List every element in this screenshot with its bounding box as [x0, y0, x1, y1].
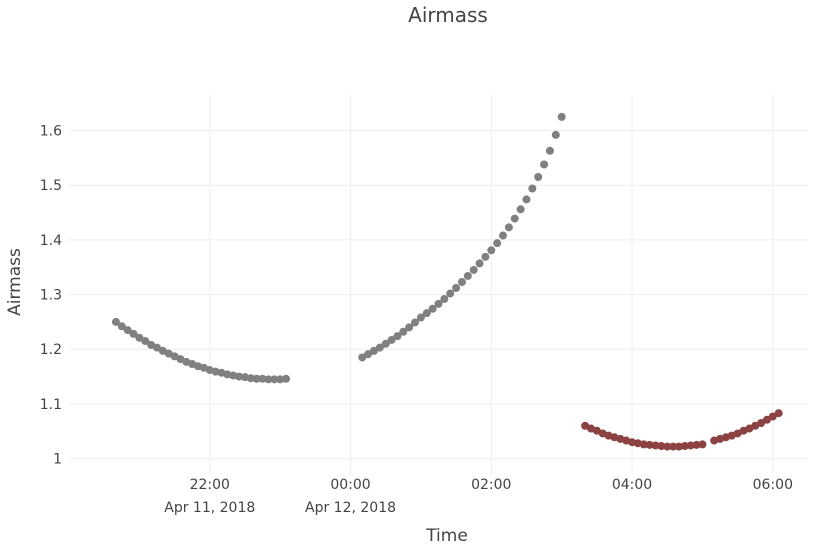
- point: [487, 246, 496, 255]
- point: [452, 284, 461, 293]
- y-tick-label: 1.1: [40, 397, 62, 413]
- x-tick-label: 06:00: [753, 477, 793, 493]
- point: [111, 317, 120, 326]
- y-tick-label: 1: [53, 452, 62, 468]
- point: [387, 335, 396, 344]
- point: [504, 223, 513, 232]
- x-axis-title: Time: [425, 526, 468, 545]
- point: [152, 343, 161, 352]
- y-tick-label: 1.2: [40, 342, 62, 358]
- point: [282, 374, 291, 383]
- point: [258, 374, 267, 383]
- point: [545, 146, 554, 155]
- point: [364, 350, 373, 359]
- point: [457, 277, 466, 286]
- point: [645, 440, 654, 449]
- point: [663, 442, 672, 451]
- point: [686, 441, 695, 450]
- x-tick-date: Apr 11, 2018: [164, 500, 255, 516]
- point: [528, 184, 537, 193]
- point: [692, 440, 701, 449]
- point: [405, 323, 414, 332]
- point: [117, 322, 126, 331]
- chart-title: Airmass: [408, 3, 488, 27]
- point: [434, 299, 443, 308]
- point: [252, 374, 261, 383]
- point: [141, 337, 150, 346]
- point: [469, 265, 478, 274]
- point: [651, 441, 660, 450]
- point: [774, 409, 783, 418]
- point: [381, 339, 390, 348]
- point: [428, 304, 437, 313]
- point: [669, 442, 678, 451]
- x-tick-label: 04:00: [612, 477, 652, 493]
- point: [757, 419, 766, 428]
- point: [674, 442, 683, 451]
- point: [264, 375, 273, 384]
- point: [768, 412, 777, 421]
- point: [135, 333, 144, 342]
- point: [375, 343, 384, 352]
- x-tick-date: Apr 12, 2018: [305, 500, 396, 516]
- point: [540, 160, 549, 169]
- point: [246, 374, 255, 383]
- x-tick-label: 22:00: [190, 477, 230, 493]
- point: [510, 214, 519, 223]
- point: [499, 231, 508, 240]
- point: [270, 375, 279, 384]
- point: [493, 239, 502, 248]
- point: [475, 259, 484, 268]
- point: [522, 195, 531, 204]
- point: [276, 375, 285, 384]
- y-tick-label: 1.4: [40, 233, 62, 249]
- point: [440, 294, 449, 303]
- point: [639, 440, 648, 449]
- point: [551, 130, 560, 139]
- point: [657, 442, 666, 451]
- point: [393, 332, 402, 341]
- point: [235, 372, 244, 381]
- y-tick-label: 1.3: [40, 288, 62, 304]
- point: [534, 173, 543, 182]
- point: [129, 329, 138, 338]
- point: [762, 415, 771, 424]
- x-tick-label: 02:00: [471, 477, 511, 493]
- point: [446, 289, 455, 298]
- point: [411, 318, 420, 327]
- point: [481, 252, 490, 261]
- y-tick-label: 1.6: [40, 124, 62, 140]
- y-axis-title: Airmass: [5, 248, 25, 316]
- point: [463, 271, 472, 280]
- point: [422, 309, 431, 318]
- point: [369, 346, 378, 355]
- point: [416, 313, 425, 322]
- point: [399, 327, 408, 336]
- point: [123, 326, 132, 335]
- point: [680, 442, 689, 451]
- point: [698, 440, 707, 449]
- point: [516, 205, 525, 214]
- y-tick-label: 1.5: [40, 178, 62, 194]
- point: [358, 353, 367, 362]
- point: [557, 112, 566, 121]
- x-tick-label: 00:00: [330, 477, 370, 493]
